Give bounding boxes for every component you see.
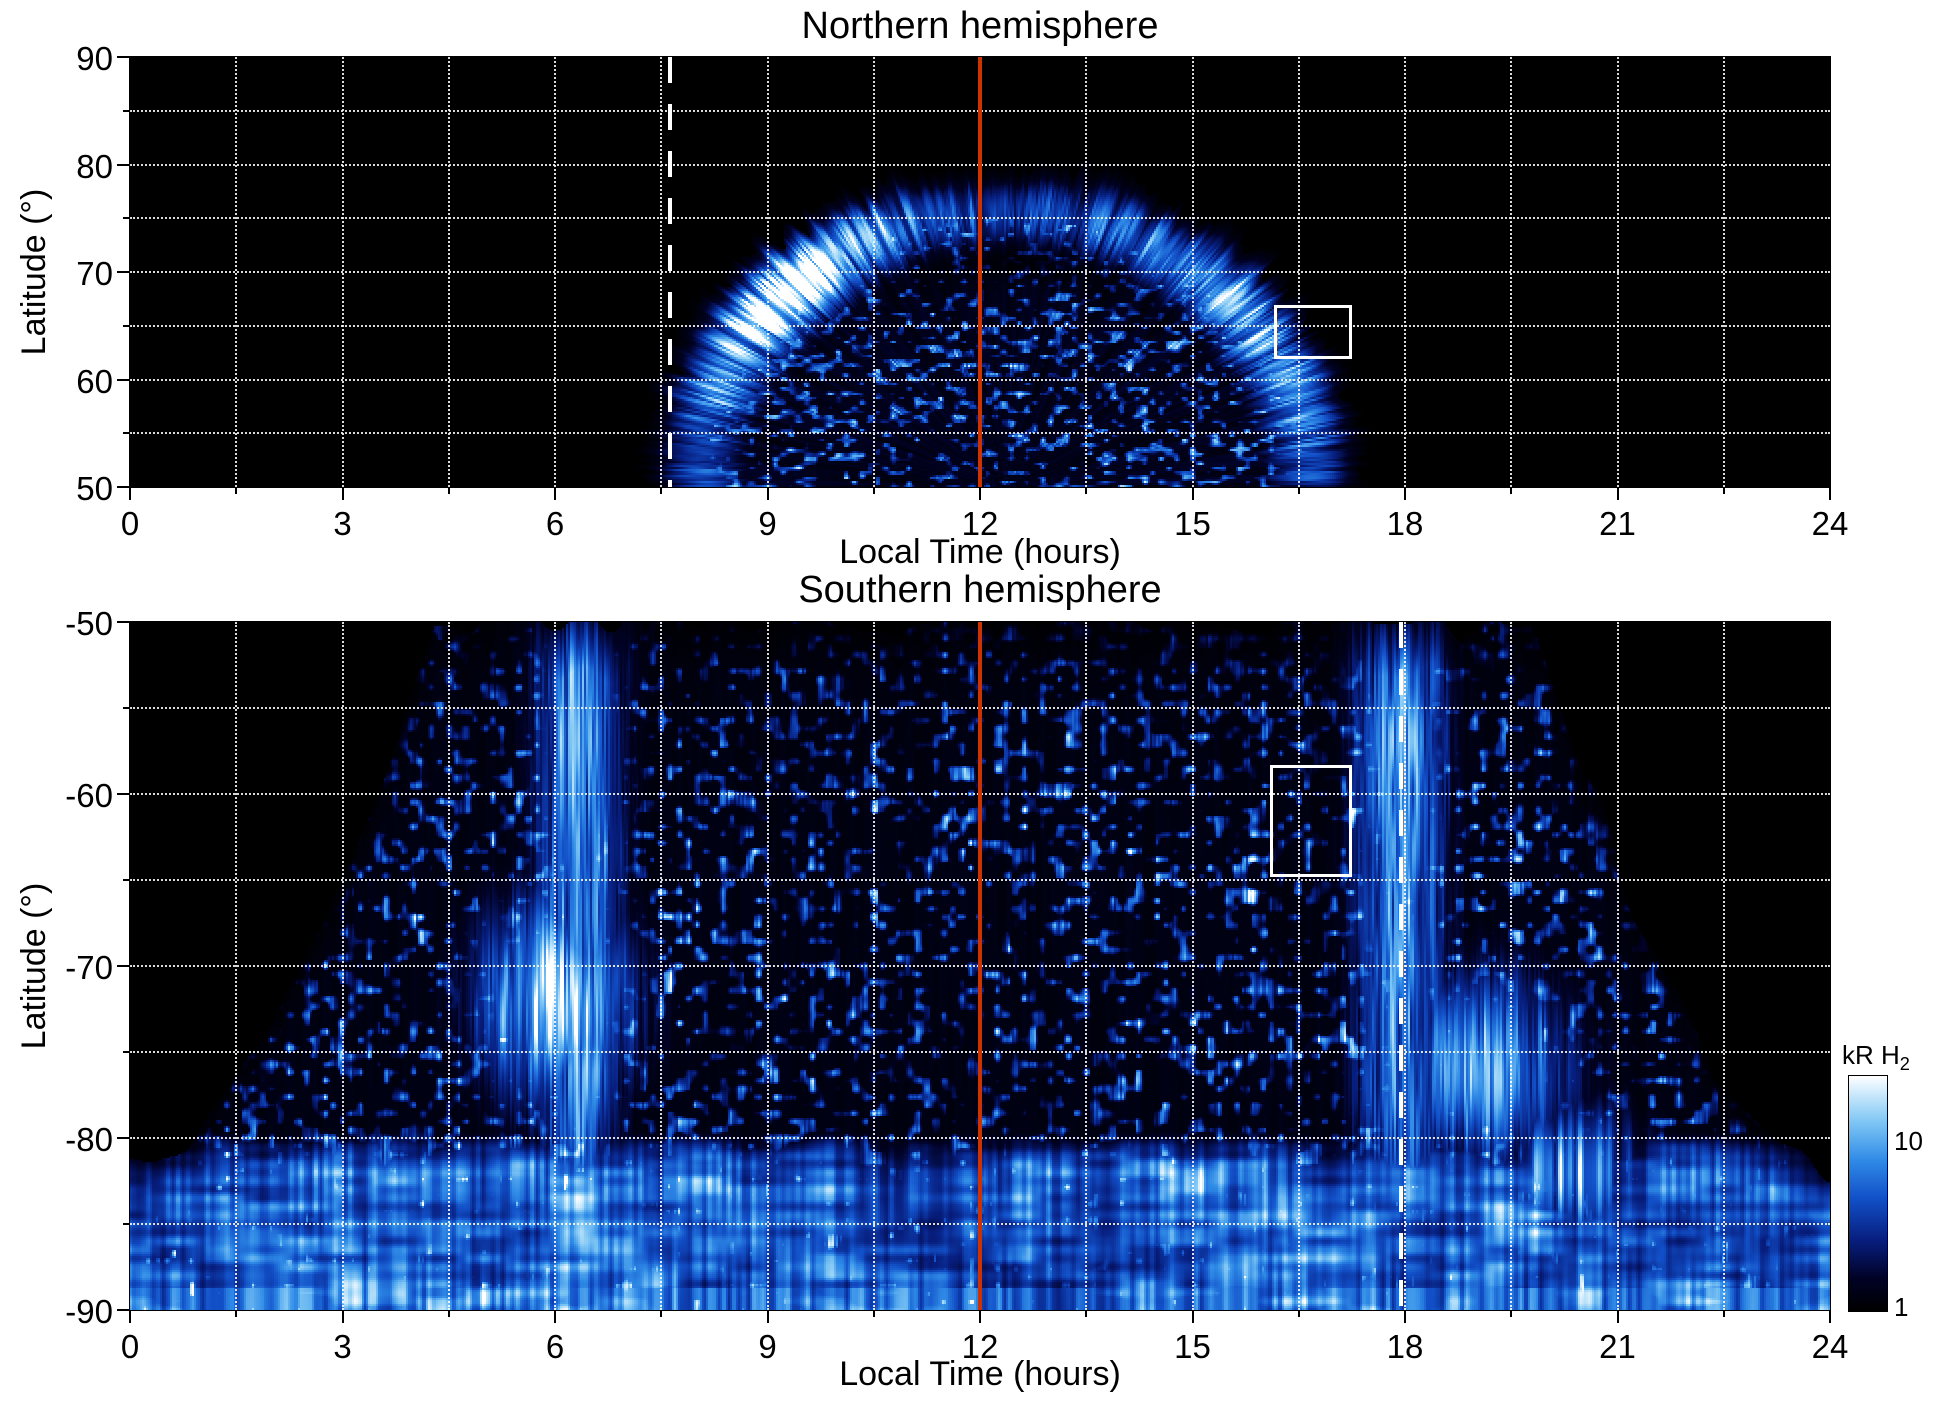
x-axis-major-tick — [129, 1310, 131, 1323]
x-axis-minor-tick — [1297, 487, 1300, 494]
x-axis-tick-label: 9 — [758, 1328, 777, 1365]
x-axis-minor-tick — [1297, 1310, 1300, 1317]
x-axis-minor-tick — [447, 487, 450, 494]
x-axis-tick-label: 15 — [1174, 505, 1211, 542]
dashed-local-time-marker-line — [1399, 622, 1404, 1310]
dashed-local-time-marker-line — [667, 57, 672, 487]
x-axis-tick-label: 18 — [1386, 1328, 1424, 1365]
south-x-axis-label: Local Time (hours) — [839, 1355, 1121, 1393]
y-axis-tick-label: -50 — [65, 605, 113, 642]
y-axis-major-tick — [117, 271, 130, 273]
x-axis-minor-tick — [447, 1310, 450, 1317]
x-axis-major-tick — [1829, 1310, 1831, 1323]
y-axis-major-tick — [117, 378, 130, 381]
colorbar-title-subscript: 2 — [1899, 1054, 1910, 1075]
x-axis-major-tick — [1616, 487, 1619, 500]
x-axis-minor-tick — [1510, 487, 1513, 494]
x-axis-tick-label: 21 — [1599, 1328, 1636, 1365]
x-axis-major-tick — [341, 487, 344, 500]
x-axis-major-tick — [979, 487, 981, 500]
y-axis-minor-tick — [123, 879, 130, 881]
x-axis-tick-label: 21 — [1599, 505, 1636, 542]
x-axis-tick-label: 9 — [758, 505, 777, 542]
north-panel-title: Northern hemisphere — [801, 5, 1159, 47]
x-axis-minor-tick — [1510, 1310, 1513, 1317]
x-axis-tick-label: 15 — [1174, 1328, 1211, 1365]
colorbar-title-main: kR H — [1842, 1040, 1900, 1070]
x-axis-minor-tick — [1722, 1310, 1725, 1317]
y-axis-minor-tick — [123, 1051, 130, 1053]
x-axis-minor-tick — [1085, 1310, 1088, 1317]
x-axis-tick-label: 3 — [333, 1328, 352, 1365]
x-axis-minor-tick — [872, 1310, 875, 1317]
noon-meridian-line — [978, 622, 982, 1310]
x-axis-major-tick — [1829, 487, 1831, 500]
x-axis-tick-label: 18 — [1386, 505, 1424, 542]
y-axis-major-tick — [117, 486, 130, 488]
x-axis-major-tick — [1191, 487, 1194, 500]
y-axis-tick-label: 90 — [76, 40, 113, 77]
x-axis-minor-tick — [660, 1310, 663, 1317]
x-axis-tick-label: 0 — [120, 505, 140, 542]
colorbar-tick-label-1: 1 — [1894, 1292, 1909, 1322]
south-plot-area: 0 3 6 9 12 15 18 21 24 -50 -60 -70 -80 -90 — [65, 607, 1848, 1363]
y-axis-minor-tick — [123, 1223, 130, 1225]
y-axis-tick-label: 80 — [76, 147, 113, 185]
y-axis-tick-label: -60 — [65, 777, 113, 814]
x-axis-minor-tick — [1722, 487, 1725, 494]
highlight-region-box — [1273, 305, 1352, 360]
x-axis-tick-label: 24 — [1811, 1328, 1849, 1365]
x-axis-tick-label: 6 — [545, 1328, 565, 1365]
x-axis-major-tick — [341, 1310, 344, 1323]
y-axis-minor-tick — [123, 707, 130, 709]
y-axis-major-tick — [117, 965, 130, 967]
y-axis-minor-tick — [123, 217, 130, 220]
x-axis-major-tick — [129, 487, 131, 500]
x-axis-major-tick — [554, 1310, 556, 1323]
x-axis-tick-label: 12 — [961, 505, 999, 542]
y-axis-tick-label: 50 — [76, 470, 113, 507]
x-axis-major-tick — [766, 487, 769, 500]
y-axis-tick-label: 70 — [76, 255, 113, 292]
north-x-axis-label: Local Time (hours) — [839, 533, 1121, 571]
y-axis-tick-label: -90 — [65, 1293, 113, 1330]
y-axis-major-tick — [117, 1309, 130, 1311]
y-axis-major-tick — [117, 1137, 130, 1139]
y-axis-minor-tick — [123, 324, 130, 327]
x-axis-major-tick — [1191, 1310, 1194, 1323]
y-axis-major-tick — [117, 621, 130, 623]
highlight-region-box — [1270, 764, 1352, 877]
colorbar-title: kR H2 — [1842, 1042, 1910, 1073]
colorbar-gradient — [1848, 1075, 1888, 1312]
y-axis-tick-label: -70 — [65, 949, 113, 986]
x-axis-minor-tick — [1085, 487, 1088, 494]
x-axis-major-tick — [554, 487, 556, 500]
x-axis-major-tick — [1616, 1310, 1619, 1323]
south-panel-title: Southern hemisphere — [798, 569, 1162, 611]
x-axis-major-tick — [1404, 487, 1406, 500]
x-axis-tick-label: 6 — [545, 505, 565, 542]
x-axis-major-tick — [766, 1310, 769, 1323]
x-axis-tick-label: 24 — [1811, 505, 1849, 542]
x-axis-minor-tick — [235, 487, 238, 494]
y-axis-major-tick — [117, 56, 130, 58]
x-axis-tick-label: 0 — [120, 1328, 140, 1365]
y-axis-tick-label: -80 — [65, 1121, 113, 1158]
y-axis-major-tick — [117, 793, 130, 795]
x-axis-minor-tick — [872, 487, 875, 494]
y-axis-minor-tick — [123, 432, 130, 435]
y-axis-minor-tick — [123, 109, 130, 112]
y-axis-tick-label: 60 — [76, 362, 113, 400]
north-plot-area: 0 3 6 9 12 15 18 21 24 90 80 70 60 50 — [76, 42, 1848, 540]
x-axis-major-tick — [1404, 1310, 1406, 1323]
x-axis-tick-label: 3 — [333, 505, 352, 542]
colorbar-tick-label-10: 10 — [1894, 1125, 1923, 1156]
x-axis-minor-tick — [660, 487, 663, 494]
noon-meridian-line — [978, 57, 982, 487]
x-axis-major-tick — [979, 1310, 981, 1323]
x-axis-minor-tick — [235, 1310, 238, 1317]
x-axis-tick-label: 12 — [961, 1328, 999, 1365]
y-axis-major-tick — [117, 163, 130, 166]
